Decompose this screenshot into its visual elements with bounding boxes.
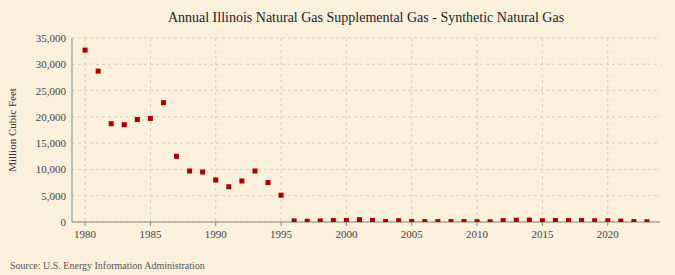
point xyxy=(566,218,571,222)
y-axis-line xyxy=(72,38,73,222)
grid-line xyxy=(72,222,660,223)
grid xyxy=(72,38,660,222)
point xyxy=(83,48,88,53)
point xyxy=(292,218,297,222)
grid-line xyxy=(542,38,543,222)
point xyxy=(161,100,166,105)
axes: 0 5,000 10,000 15,000 20,000 25,000 30,000 35,0… xyxy=(36,32,660,240)
point xyxy=(396,218,401,222)
point xyxy=(540,218,545,222)
grid-line xyxy=(72,90,660,91)
point xyxy=(592,218,597,222)
grid-line xyxy=(72,116,660,117)
tick-mark xyxy=(477,222,478,226)
point xyxy=(200,170,205,175)
point xyxy=(370,218,375,222)
point xyxy=(318,218,323,222)
tick-label: 35,000 xyxy=(36,32,67,44)
tick-label: 2010 xyxy=(466,228,489,240)
point xyxy=(357,217,362,222)
tick-mark xyxy=(411,222,412,226)
tick-label: 0 xyxy=(61,216,67,228)
tick-label: 2005 xyxy=(401,228,424,240)
point xyxy=(501,218,506,222)
point xyxy=(148,116,153,121)
point xyxy=(226,184,231,189)
point xyxy=(383,219,388,222)
point xyxy=(514,218,519,222)
point xyxy=(279,193,284,198)
point xyxy=(553,218,558,222)
point xyxy=(331,218,336,222)
grid-line xyxy=(85,38,86,222)
source: Source: U.S. Energy Information Administ… xyxy=(10,260,205,271)
point xyxy=(448,219,453,222)
tick-label: 2020 xyxy=(597,228,620,240)
point xyxy=(644,219,649,222)
tick-label: 1980 xyxy=(74,228,97,240)
point xyxy=(122,122,127,127)
point xyxy=(488,219,493,222)
grid-line xyxy=(150,38,151,222)
point xyxy=(266,180,271,185)
tick-label: 1990 xyxy=(205,228,228,240)
point xyxy=(605,218,610,222)
point xyxy=(631,219,636,222)
point xyxy=(239,178,244,183)
tick-label: 10,000 xyxy=(36,163,67,175)
point xyxy=(409,219,414,222)
tick-mark xyxy=(215,222,216,226)
points xyxy=(83,48,650,222)
point xyxy=(109,121,114,126)
tick-mark xyxy=(542,222,543,226)
grid-line xyxy=(477,38,478,222)
tick-mark xyxy=(85,222,86,226)
x-axis-line xyxy=(72,222,660,223)
grid-line xyxy=(72,169,660,170)
grid-line xyxy=(72,195,660,196)
grid-line xyxy=(346,38,347,222)
grid-line xyxy=(607,38,608,222)
point xyxy=(96,69,101,74)
tick-mark xyxy=(607,222,608,226)
point xyxy=(422,219,427,222)
grid-line xyxy=(411,38,412,222)
tick-label: 1985 xyxy=(139,228,162,240)
tick-mark xyxy=(346,222,347,226)
tick-mark xyxy=(281,222,282,226)
tick-mark xyxy=(150,222,151,226)
point xyxy=(213,177,218,182)
point xyxy=(618,219,623,222)
tick-label: 2000 xyxy=(335,228,358,240)
tick-label: 25,000 xyxy=(36,85,67,97)
tick-label: 15,000 xyxy=(36,137,67,149)
grid-line xyxy=(72,143,660,144)
grid-line xyxy=(72,64,660,65)
point xyxy=(135,117,140,122)
point xyxy=(462,219,467,222)
point xyxy=(475,219,480,222)
tick-label: 1995 xyxy=(270,228,293,240)
chart: Annual Illinois Natural Gas Supplemental… xyxy=(0,0,675,275)
tick-label: 20,000 xyxy=(36,111,67,123)
point xyxy=(579,218,584,222)
point xyxy=(187,169,192,174)
point xyxy=(344,218,349,222)
tick-label: 2015 xyxy=(531,228,554,240)
tick-label: 5,000 xyxy=(41,190,66,202)
point xyxy=(174,154,179,159)
point xyxy=(527,218,532,222)
point xyxy=(435,219,440,222)
title: Annual Illinois Natural Gas Supplemental… xyxy=(168,10,564,25)
point xyxy=(252,169,257,174)
grid-line xyxy=(215,38,216,222)
point xyxy=(305,219,310,222)
y-axis-label: Million Cubic Feet xyxy=(6,88,18,172)
tick-label: 30,000 xyxy=(36,58,67,70)
grid-line xyxy=(72,38,660,39)
